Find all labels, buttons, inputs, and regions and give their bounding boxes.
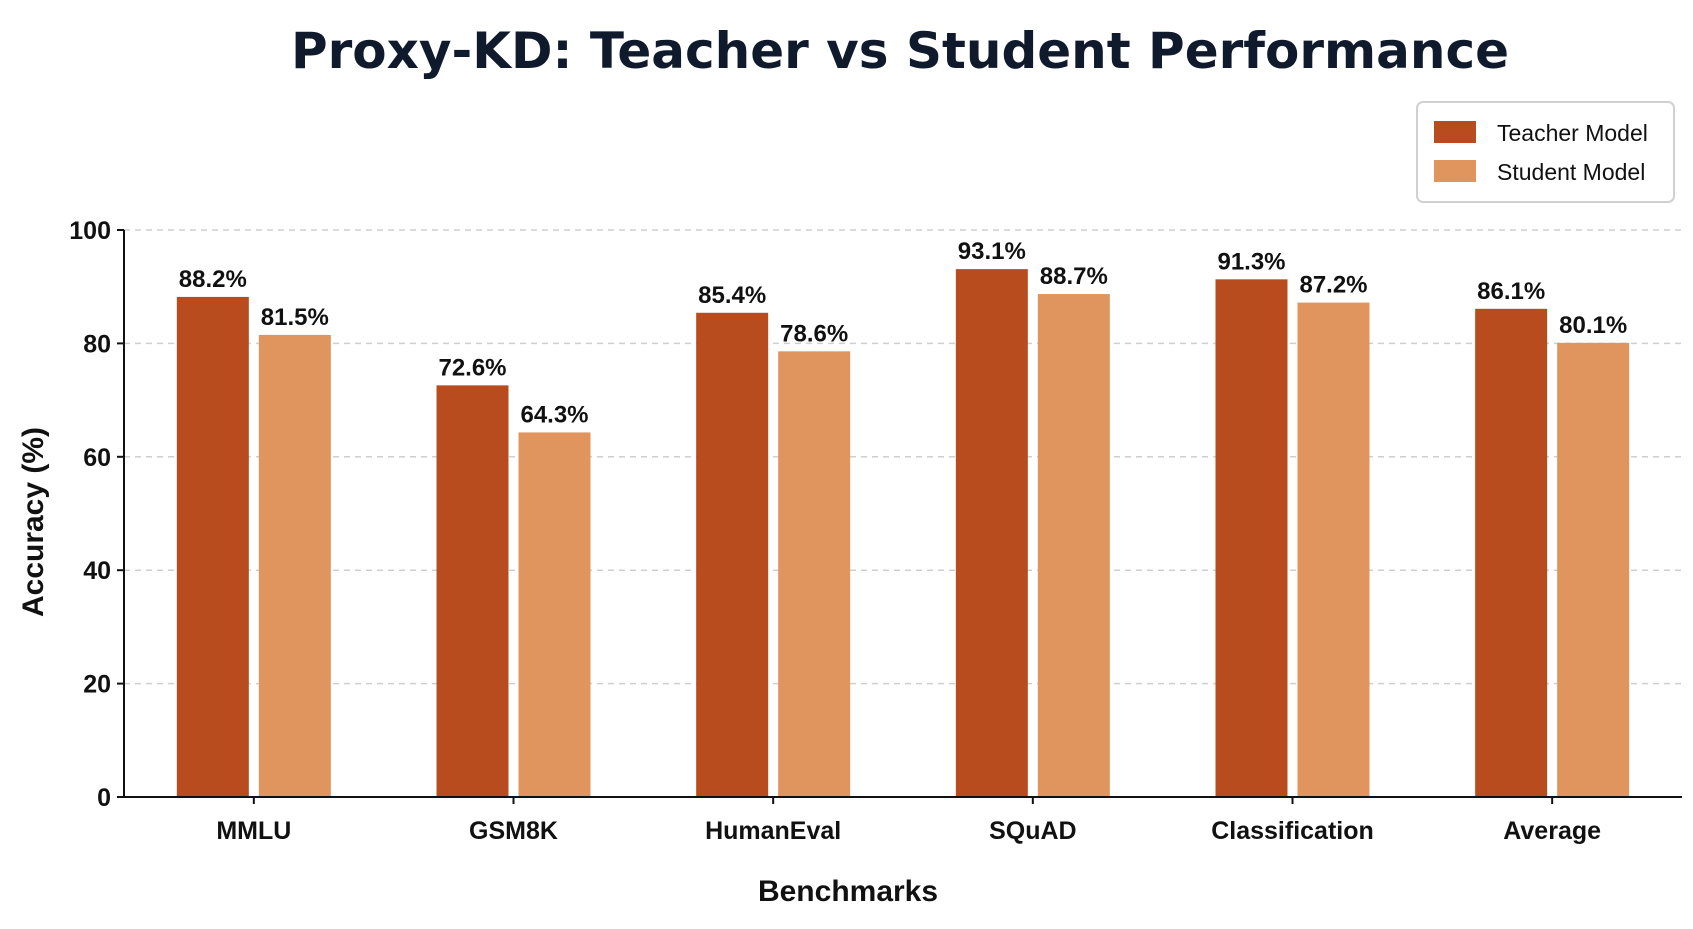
legend-swatch-student	[1434, 160, 1476, 182]
y-tick-label: 0	[97, 784, 111, 812]
y-axis-ticks: 0 20 40 60 80 100	[69, 217, 124, 812]
x-tick-label-average: Average	[1503, 817, 1601, 845]
legend-swatch-teacher	[1434, 121, 1476, 143]
bar-student-gsm8k	[518, 432, 591, 797]
data-label-student-humaneval: 78.6%	[780, 320, 848, 347]
data-labels: 88.2% 81.5% 72.6% 64.3% 85.4% 78.6% 93.1% 88.7%…	[179, 238, 1627, 428]
chart-title: Proxy-KD: Teacher vs Student Performance	[291, 22, 1509, 80]
x-tick-label-classification: Classification	[1211, 817, 1374, 845]
bar-teacher-mmlu	[176, 296, 249, 797]
y-tick-label: 60	[83, 444, 111, 472]
bars	[176, 269, 1630, 798]
y-tick-label: 40	[83, 557, 111, 585]
bar-student-classification	[1297, 302, 1370, 797]
data-label-teacher-squad: 93.1%	[958, 238, 1026, 265]
y-tick-label: 80	[83, 330, 111, 358]
data-label-student-average: 80.1%	[1559, 312, 1627, 339]
bar-teacher-gsm8k	[436, 385, 509, 797]
legend-box	[1416, 101, 1675, 203]
x-tick-label-gsm8k: GSM8K	[469, 817, 558, 845]
data-label-student-classification: 87.2%	[1299, 272, 1367, 299]
x-tick-label-mmlu: MMLU	[216, 817, 291, 845]
legend-label-student: Student Model	[1497, 159, 1645, 185]
data-label-student-gsm8k: 64.3%	[520, 401, 588, 428]
legend: Teacher Model Student Model	[1416, 101, 1675, 203]
y-tick-label: 20	[83, 671, 111, 699]
data-label-student-squad: 88.7%	[1040, 263, 1108, 290]
y-axis-title: Accuracy (%)	[17, 427, 50, 617]
y-tick-label: 100	[69, 217, 111, 245]
bar-teacher-humaneval	[696, 312, 769, 797]
bar-teacher-squad	[955, 269, 1028, 797]
x-axis-title: Benchmarks	[758, 875, 938, 908]
data-label-teacher-average: 86.1%	[1477, 278, 1545, 305]
data-label-teacher-humaneval: 85.4%	[698, 282, 766, 309]
data-label-teacher-classification: 91.3%	[1217, 248, 1285, 275]
bar-student-mmlu	[258, 334, 331, 797]
data-label-teacher-mmlu: 88.2%	[179, 266, 247, 293]
x-tick-label-humaneval: HumanEval	[705, 817, 841, 845]
data-label-student-mmlu: 81.5%	[261, 304, 329, 331]
x-tick-label-squad: SQuAD	[989, 817, 1077, 845]
legend-label-teacher: Teacher Model	[1497, 120, 1648, 146]
grid-lines	[124, 229, 1682, 685]
bar-teacher-classification	[1215, 279, 1288, 798]
bar-teacher-average	[1475, 308, 1548, 797]
x-axis-ticks: MMLU GSM8K HumanEval SQuAD Classification Ave…	[216, 797, 1601, 845]
bar-student-humaneval	[778, 351, 851, 797]
data-label-teacher-gsm8k: 72.6%	[438, 354, 506, 381]
bar-student-average	[1557, 342, 1630, 797]
bar-student-squad	[1037, 294, 1110, 797]
